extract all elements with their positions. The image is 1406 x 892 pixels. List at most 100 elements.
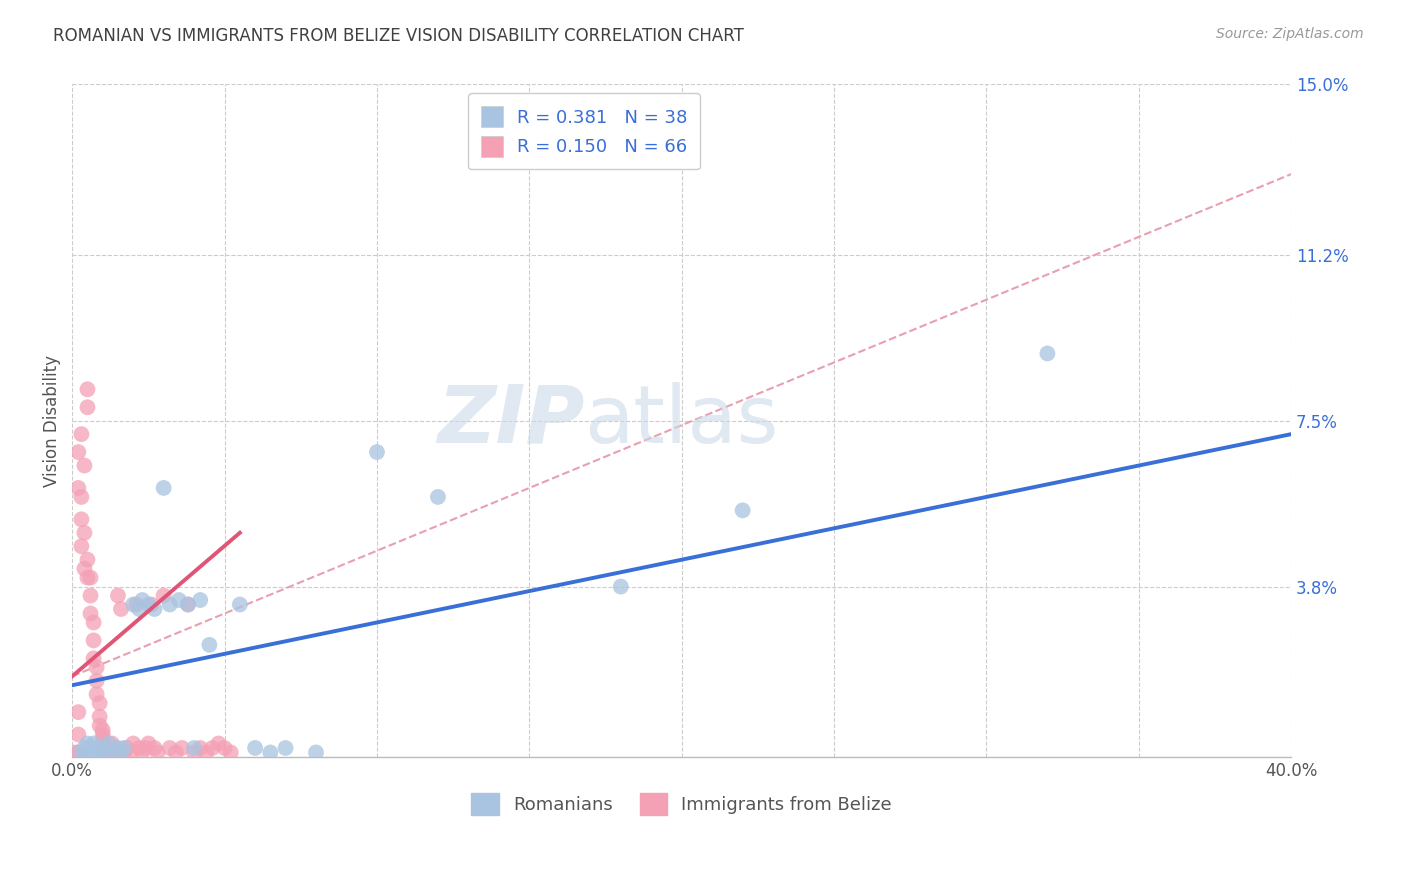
- Point: [426, 490, 449, 504]
- Point: [79, 571, 101, 585]
- Text: Source: ZipAtlas.com: Source: ZipAtlas.com: [1216, 27, 1364, 41]
- Point: [152, 481, 174, 495]
- Point: [188, 741, 211, 756]
- Point: [167, 593, 190, 607]
- Point: [143, 602, 166, 616]
- Point: [143, 741, 166, 756]
- Point: [214, 741, 236, 756]
- Point: [101, 746, 124, 760]
- Point: [97, 737, 120, 751]
- Point: [219, 746, 242, 760]
- Point: [125, 598, 148, 612]
- Point: [79, 746, 101, 760]
- Point: [122, 737, 145, 751]
- Point: [177, 598, 200, 612]
- Point: [366, 445, 388, 459]
- Point: [67, 727, 90, 741]
- Point: [243, 741, 266, 756]
- Point: [159, 741, 181, 756]
- Point: [134, 741, 156, 756]
- Point: [91, 737, 114, 751]
- Point: [83, 633, 105, 648]
- Point: [188, 593, 211, 607]
- Point: [97, 746, 120, 760]
- Point: [83, 737, 105, 751]
- Point: [131, 593, 153, 607]
- Point: [141, 598, 163, 612]
- Point: [67, 445, 90, 459]
- Point: [97, 741, 120, 756]
- Text: atlas: atlas: [585, 382, 779, 459]
- Point: [67, 481, 90, 495]
- Point: [259, 746, 281, 760]
- Point: [138, 598, 160, 612]
- Point: [79, 607, 101, 621]
- Point: [94, 741, 117, 756]
- Point: [86, 673, 108, 688]
- Point: [79, 741, 101, 756]
- Point: [128, 602, 150, 616]
- Point: [91, 723, 114, 737]
- Point: [122, 598, 145, 612]
- Point: [89, 718, 111, 732]
- Point: [83, 651, 105, 665]
- Point: [112, 741, 135, 756]
- Y-axis label: Vision Disability: Vision Disability: [44, 355, 60, 487]
- Point: [731, 503, 754, 517]
- Point: [195, 746, 218, 760]
- Point: [70, 490, 93, 504]
- Point: [70, 427, 93, 442]
- Point: [73, 458, 96, 473]
- Point: [76, 737, 98, 751]
- Point: [76, 571, 98, 585]
- Point: [89, 709, 111, 723]
- Text: ROMANIAN VS IMMIGRANTS FROM BELIZE VISION DISABILITY CORRELATION CHART: ROMANIAN VS IMMIGRANTS FROM BELIZE VISIO…: [53, 27, 744, 45]
- Point: [70, 539, 93, 553]
- Legend: Romanians, Immigrants from Belize: Romanians, Immigrants from Belize: [464, 786, 900, 822]
- Point: [86, 687, 108, 701]
- Point: [89, 741, 111, 756]
- Point: [76, 382, 98, 396]
- Point: [131, 746, 153, 760]
- Point: [73, 525, 96, 540]
- Point: [101, 746, 124, 760]
- Point: [120, 746, 142, 760]
- Point: [128, 741, 150, 756]
- Point: [305, 746, 328, 760]
- Point: [177, 598, 200, 612]
- Point: [67, 746, 90, 760]
- Point: [70, 512, 93, 526]
- Point: [89, 696, 111, 710]
- Point: [198, 638, 221, 652]
- Point: [67, 705, 90, 719]
- Point: [86, 746, 108, 760]
- Point: [115, 741, 138, 756]
- Point: [65, 746, 87, 760]
- Point: [610, 580, 633, 594]
- Point: [83, 615, 105, 630]
- Point: [152, 589, 174, 603]
- Text: ZIP: ZIP: [437, 382, 585, 459]
- Point: [146, 746, 169, 760]
- Point: [94, 746, 117, 760]
- Point: [170, 741, 193, 756]
- Point: [86, 660, 108, 674]
- Point: [138, 737, 160, 751]
- Point: [229, 598, 252, 612]
- Point: [101, 737, 124, 751]
- Point: [207, 737, 229, 751]
- Point: [107, 741, 129, 756]
- Point: [183, 741, 205, 756]
- Point: [76, 746, 98, 760]
- Point: [76, 552, 98, 566]
- Point: [1036, 346, 1059, 360]
- Point: [91, 731, 114, 746]
- Point: [104, 741, 127, 756]
- Point: [79, 589, 101, 603]
- Point: [91, 746, 114, 760]
- Point: [76, 401, 98, 415]
- Point: [274, 741, 297, 756]
- Point: [201, 741, 224, 756]
- Point: [110, 746, 132, 760]
- Point: [183, 746, 205, 760]
